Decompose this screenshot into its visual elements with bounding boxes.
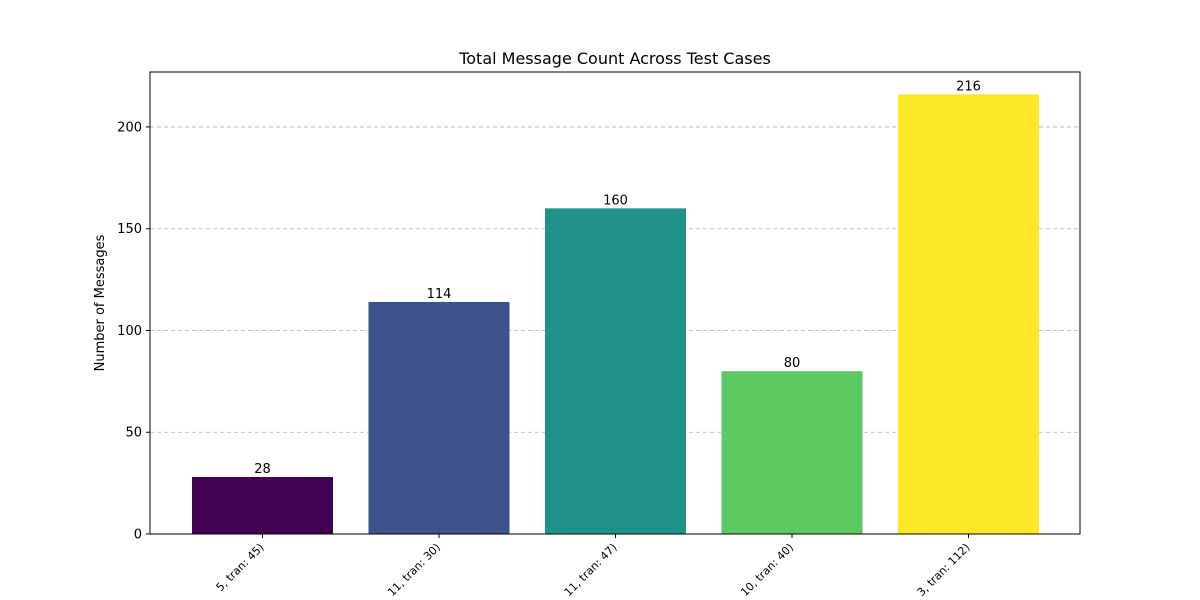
data-labels: 28 114 160 80 216 xyxy=(254,79,981,477)
y-tick-label: 150 xyxy=(117,222,142,237)
x-tick-label: 11, tran: 47) xyxy=(562,541,620,599)
bar-value-label: 114 xyxy=(427,287,452,302)
y-tick-label: 50 xyxy=(125,426,142,441)
bar-value-label: 28 xyxy=(254,462,271,477)
bars xyxy=(192,94,1039,534)
bar-value-label: 80 xyxy=(784,356,801,371)
bar xyxy=(368,301,510,534)
x-tick-label: 5, tran: 45) xyxy=(214,541,267,594)
x-tick-label: 10, tran: 40) xyxy=(738,541,796,599)
x-axis-ticks: 5, tran: 45) 11, tran: 30) 11, tran: 47) 10… xyxy=(214,534,973,599)
x-tick-label: 3, tran: 112) xyxy=(915,541,973,599)
bar xyxy=(898,94,1039,534)
y-tick-label: 100 xyxy=(117,324,142,339)
bar-value-label: 216 xyxy=(956,79,981,94)
y-axis-label: Number of Messages xyxy=(93,234,108,371)
x-tick-label: 11, tran: 30) xyxy=(385,541,443,599)
bar xyxy=(192,477,333,534)
y-tick-label: 200 xyxy=(117,120,142,135)
y-tick-label: 0 xyxy=(134,528,142,543)
bar-value-label: 160 xyxy=(603,193,628,208)
y-axis-ticks: 0 50 100 150 200 xyxy=(117,120,150,543)
bar xyxy=(545,208,686,534)
chart-title: Total Message Count Across Test Cases xyxy=(458,49,771,68)
bar xyxy=(721,371,863,534)
